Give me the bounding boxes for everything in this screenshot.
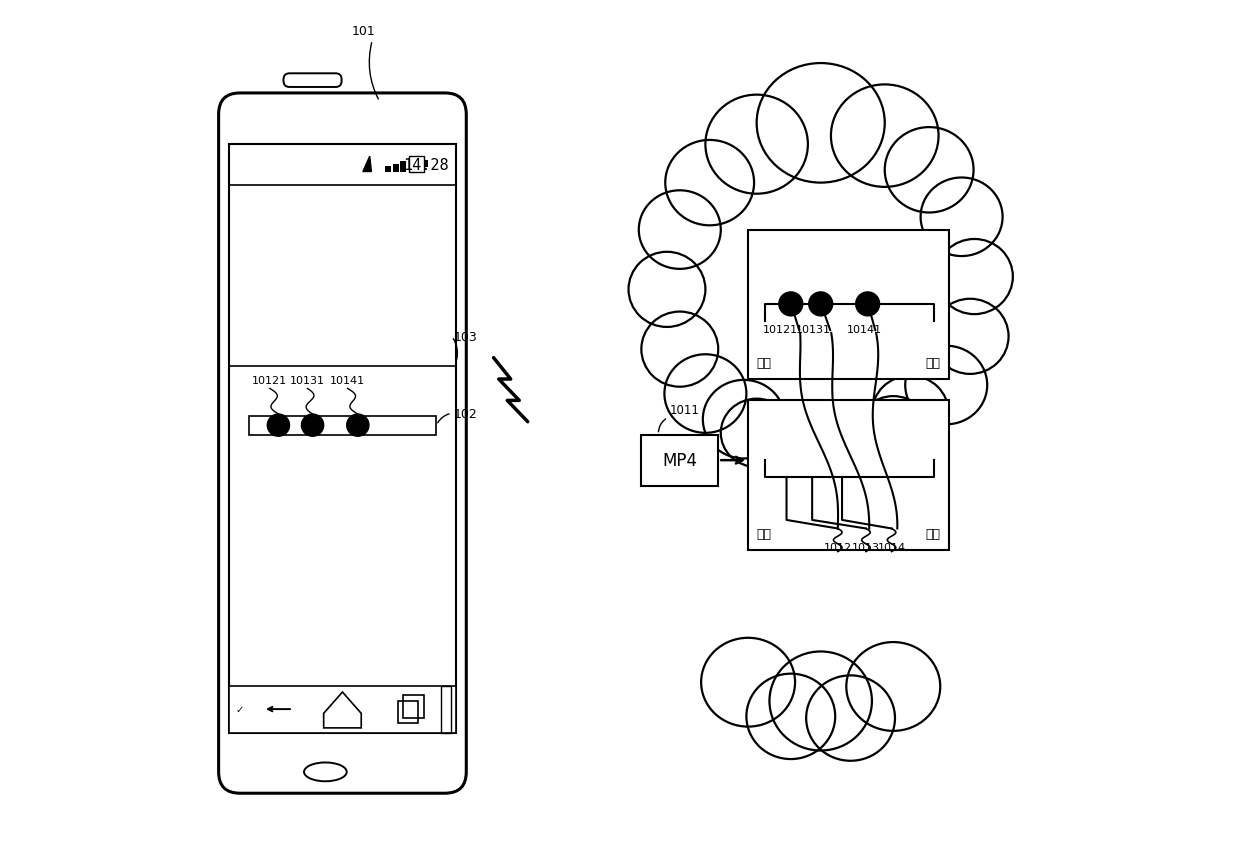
Text: 10121: 10121 (763, 324, 799, 334)
Ellipse shape (847, 642, 940, 731)
Circle shape (347, 415, 370, 437)
Circle shape (268, 415, 289, 437)
Ellipse shape (920, 178, 1003, 257)
Bar (401, 162, 407, 172)
FancyBboxPatch shape (284, 74, 341, 88)
Ellipse shape (703, 380, 785, 459)
Circle shape (779, 293, 802, 316)
Text: 开始: 开始 (756, 357, 771, 369)
Text: 102: 102 (454, 407, 477, 421)
Ellipse shape (304, 763, 347, 781)
Ellipse shape (905, 346, 987, 425)
Circle shape (856, 293, 879, 316)
Polygon shape (363, 157, 372, 172)
Ellipse shape (872, 376, 949, 451)
Bar (386, 167, 391, 172)
Text: 10121: 10121 (252, 375, 288, 386)
Ellipse shape (641, 312, 718, 387)
Ellipse shape (857, 397, 929, 465)
Text: 10131: 10131 (290, 375, 325, 386)
Text: 103: 103 (454, 330, 477, 344)
Text: 结束: 结束 (925, 527, 940, 540)
Text: 1014: 1014 (878, 542, 905, 552)
Bar (229, 686, 456, 733)
Bar (409, 157, 424, 172)
Circle shape (301, 415, 324, 437)
Ellipse shape (666, 141, 754, 226)
Ellipse shape (701, 638, 795, 727)
Bar (748, 401, 949, 550)
Ellipse shape (884, 128, 973, 213)
FancyBboxPatch shape (218, 94, 466, 793)
Bar (393, 165, 399, 172)
Ellipse shape (770, 652, 872, 751)
Bar (398, 700, 418, 722)
Ellipse shape (936, 240, 1013, 315)
Ellipse shape (746, 674, 836, 759)
Ellipse shape (665, 355, 746, 433)
Text: 1011: 1011 (670, 403, 699, 416)
Text: 10141: 10141 (847, 324, 882, 334)
Ellipse shape (831, 85, 939, 188)
Text: 14:28: 14:28 (403, 158, 449, 173)
Bar (440, 686, 451, 733)
Text: 10141: 10141 (330, 375, 365, 386)
Text: 开始: 开始 (756, 527, 771, 540)
Ellipse shape (806, 676, 895, 761)
Text: ✓: ✓ (236, 705, 243, 714)
Bar (248, 416, 436, 435)
Ellipse shape (720, 399, 792, 467)
Bar (748, 230, 949, 380)
Ellipse shape (639, 191, 720, 270)
Ellipse shape (706, 96, 808, 194)
Text: 101: 101 (352, 26, 376, 38)
Text: 10131: 10131 (796, 324, 831, 334)
Text: 结束: 结束 (925, 357, 940, 369)
Text: 1013: 1013 (852, 542, 880, 552)
Ellipse shape (756, 64, 884, 183)
Ellipse shape (629, 252, 706, 328)
Bar (424, 161, 428, 168)
Bar (403, 696, 424, 717)
Text: MP4: MP4 (662, 451, 697, 470)
Bar (641, 435, 718, 486)
Text: 1012: 1012 (823, 542, 852, 552)
Bar (229, 145, 456, 734)
Circle shape (808, 293, 832, 316)
Ellipse shape (931, 299, 1008, 374)
